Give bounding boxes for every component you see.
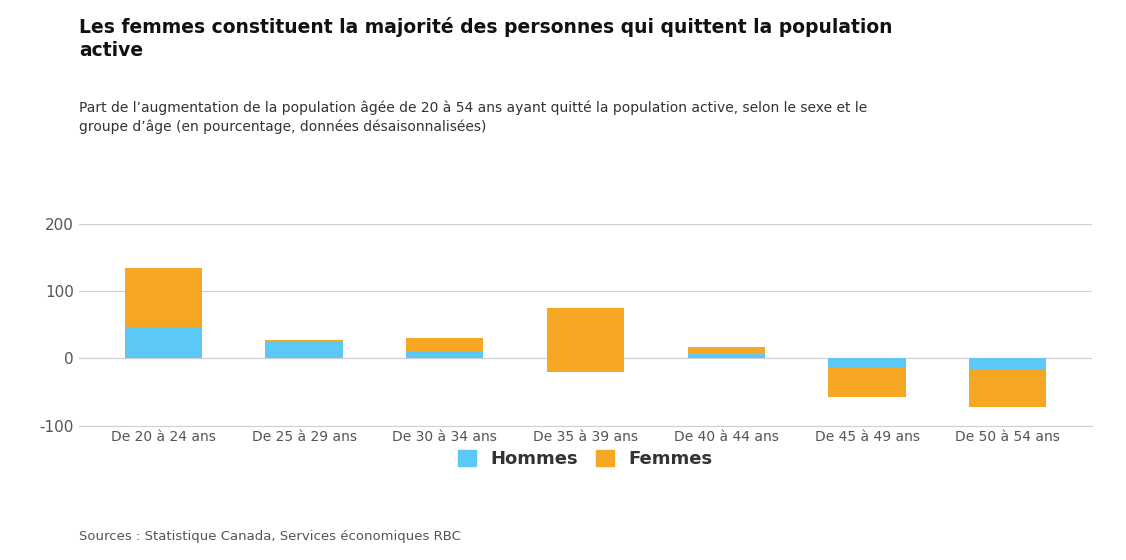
Bar	[266, 339, 342, 358]
Bar	[688, 347, 765, 354]
Bar	[829, 367, 905, 398]
Bar	[969, 371, 1046, 408]
Bar	[406, 338, 483, 358]
Bar	[125, 327, 202, 358]
Bar	[125, 268, 202, 327]
Legend: Hommes, Femmes: Hommes, Femmes	[449, 441, 722, 477]
Bar	[688, 347, 765, 358]
Text: Les femmes constituent la majorité des personnes qui quittent la population
acti: Les femmes constituent la majorité des p…	[79, 17, 892, 60]
Bar	[969, 358, 1046, 371]
Text: Sources : Statistique Canada, Services économiques RBC: Sources : Statistique Canada, Services é…	[79, 530, 461, 543]
Bar	[829, 358, 905, 367]
Bar	[547, 358, 624, 372]
Bar	[547, 308, 624, 372]
Bar	[266, 339, 342, 342]
Text: Part de l’augmentation de la population âgée de 20 à 54 ans ayant quitté la popu: Part de l’augmentation de la population …	[79, 101, 867, 134]
Bar	[406, 338, 483, 352]
